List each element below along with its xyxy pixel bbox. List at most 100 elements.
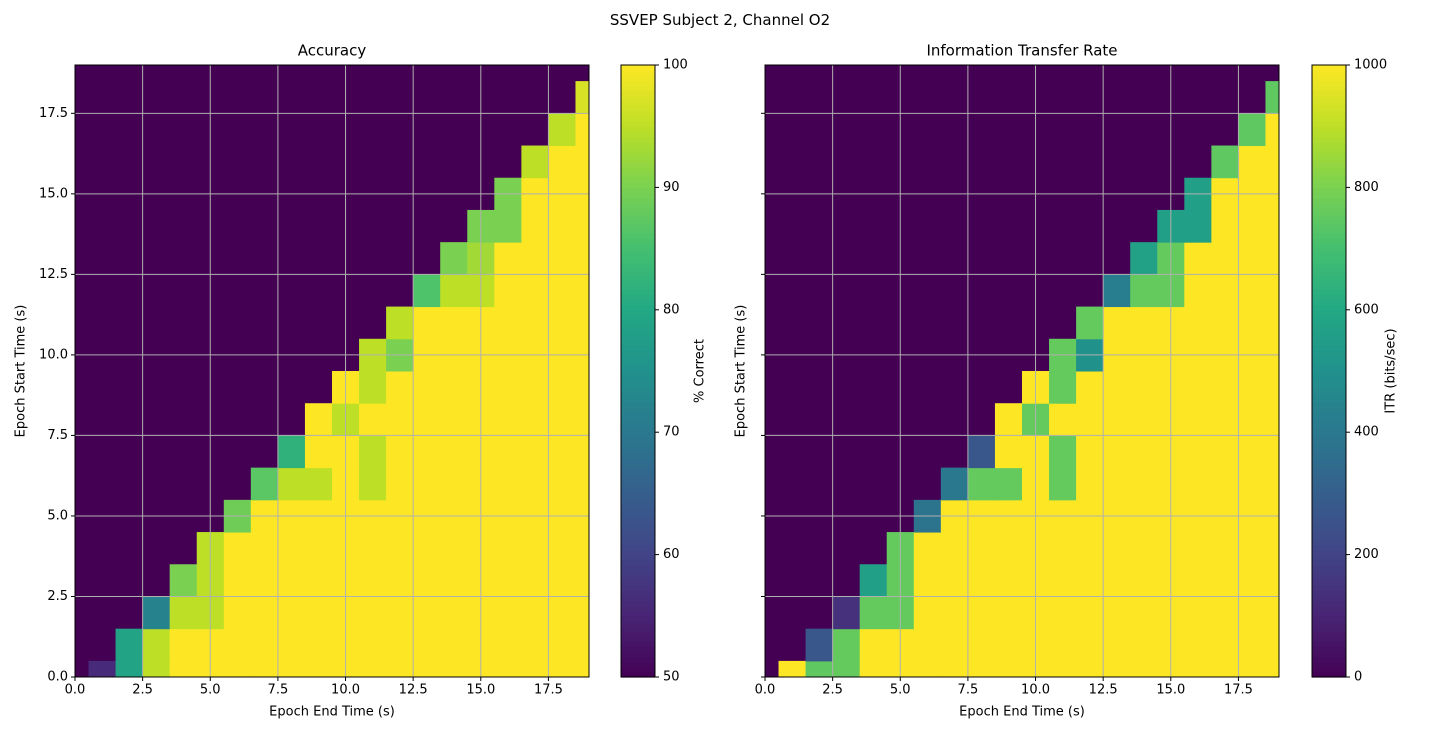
heatmap-cell	[386, 467, 414, 501]
heatmap-cell	[494, 209, 522, 243]
colorbar-gradient-step	[621, 610, 655, 617]
heatmap-cell	[778, 660, 807, 678]
heatmap-cell	[521, 145, 549, 179]
colorbar-gradient-step	[621, 70, 655, 76]
colorbar-gradient-step	[1312, 223, 1346, 229]
colorbar-gradient-step	[1312, 620, 1346, 627]
colorbar-gradient-step	[621, 167, 655, 173]
heatmap-cell	[1265, 306, 1280, 340]
colorbar-gradient-step	[621, 65, 655, 71]
colorbar-gradient-step	[1312, 518, 1346, 525]
heatmap-cell	[1265, 81, 1280, 114]
colorbar-gradient-step	[1312, 110, 1346, 117]
heatmap-cell	[1130, 628, 1158, 662]
heatmap-cell	[169, 564, 198, 597]
colorbar-gradient-step	[1312, 671, 1346, 678]
colorbar-gradient-step	[1312, 437, 1346, 443]
colorbar-gradient-step	[621, 100, 655, 107]
heatmap-cell	[115, 660, 144, 678]
colorbar-gradient-step	[1312, 401, 1346, 408]
heatmap-cell	[1211, 209, 1239, 243]
heatmap-cell	[304, 403, 333, 436]
colorbar-gradient-step	[621, 161, 655, 168]
heatmap-cell	[1265, 628, 1280, 662]
colorbar-gradient-step	[1312, 274, 1346, 280]
heatmap-cell	[1184, 435, 1212, 469]
colorbar-gradient-step	[1312, 554, 1346, 561]
colorbar-gradient-step	[621, 258, 655, 265]
colorbar-tick-label: 0	[1354, 670, 1362, 685]
heatmap-cell	[1103, 564, 1131, 597]
heatmap-cell	[994, 660, 1023, 678]
heatmap-cell	[1238, 564, 1266, 597]
x-tick-label: 12.5	[1089, 683, 1118, 698]
colorbar-gradient-step	[1312, 309, 1346, 316]
heatmap-cell	[967, 532, 996, 565]
heatmap-cell	[1130, 371, 1158, 404]
colorbar-frame	[620, 64, 656, 678]
heatmap-cell	[940, 564, 969, 597]
colorbar-gradient-step	[1312, 406, 1346, 413]
heatmap-cell	[1265, 435, 1280, 469]
colorbar-gradient-step	[621, 223, 655, 229]
colorbar-gradient-step	[1312, 376, 1346, 382]
colorbar-gradient-step	[1312, 508, 1346, 515]
colorbar-gradient-step	[621, 121, 655, 127]
colorbar-gradient-step	[621, 636, 655, 642]
colorbar-gradient-step	[621, 279, 655, 285]
colorbar-gradient-step	[621, 386, 655, 392]
colorbar-gradient-step	[621, 299, 655, 306]
heatmap-cell	[967, 596, 996, 630]
colorbar-gradient-step	[621, 467, 655, 474]
heatmap-cell	[994, 596, 1023, 630]
x-axis-label: Epoch End Time (s)	[959, 705, 1085, 720]
heatmap-cell	[1265, 467, 1280, 501]
colorbar-gradient-step	[621, 666, 655, 673]
colorbar-gradient-step	[621, 314, 655, 321]
heatmap-cell	[386, 371, 414, 404]
heatmap-cell	[1265, 532, 1280, 565]
heatmap-cell	[913, 596, 942, 630]
colorbar-gradient-step	[621, 641, 655, 647]
colorbar-gradient-step	[621, 192, 655, 199]
heatmap-cell	[1184, 371, 1212, 404]
colorbar-gradient-step	[1312, 269, 1346, 275]
x-tick-label: 15.0	[1156, 683, 1185, 698]
heatmap-cell	[521, 306, 549, 340]
colorbar-gradient-step	[621, 524, 655, 530]
heatmap-cell	[1265, 209, 1280, 243]
colorbar-gradient-step	[1312, 279, 1346, 285]
heatmap-cell	[1130, 532, 1158, 565]
colorbar-gradient-step	[1312, 534, 1346, 540]
heatmap-cell	[967, 467, 996, 501]
colorbar-gradient-step	[1312, 161, 1346, 168]
colorbar-gradient-step	[621, 442, 655, 449]
colorbar-gradient-step	[1312, 391, 1346, 398]
heatmap-cell	[1076, 435, 1104, 469]
heatmap-cell	[359, 564, 387, 597]
colorbar-gradient-step	[621, 631, 655, 637]
colorbar-gradient-step	[1312, 595, 1346, 602]
colorbar-gradient-step	[1312, 462, 1346, 469]
heatmap-cell	[913, 628, 942, 662]
heatmap-cell	[1238, 306, 1266, 340]
heatmap-cell	[575, 660, 590, 678]
heatmap-cell	[413, 564, 441, 597]
heatmap-cell	[494, 403, 522, 436]
heatmap-cell	[548, 435, 576, 469]
heatmap-cell	[1211, 467, 1239, 501]
colorbar-gradient-step	[1312, 503, 1346, 510]
colorbar-gradient-step	[1312, 187, 1346, 194]
colorbar-gradient-step	[1312, 549, 1346, 556]
heatmap-cell	[359, 467, 387, 501]
heatmap-cell	[359, 628, 387, 662]
colorbar-gradient-step	[621, 595, 655, 602]
colorbar-gradient-step	[621, 396, 655, 403]
colorbar-gradient-step	[621, 355, 655, 362]
heatmap-cell	[994, 564, 1023, 597]
colorbar-gradient-step	[621, 197, 655, 204]
heatmap-cell	[1130, 435, 1158, 469]
heatmap-cell	[1076, 403, 1104, 436]
heatmap-cell	[250, 660, 279, 678]
heatmap-cell	[440, 242, 468, 275]
